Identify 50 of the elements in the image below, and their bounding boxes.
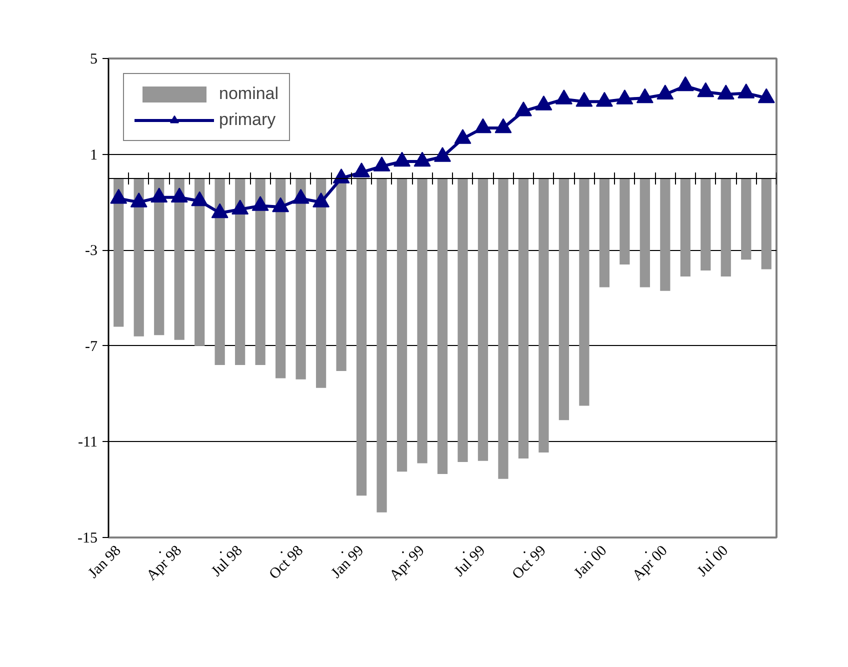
y-tick-label: 1 xyxy=(90,147,98,164)
point xyxy=(656,84,674,100)
point xyxy=(252,196,269,211)
point xyxy=(170,188,188,203)
point xyxy=(110,188,128,204)
point xyxy=(232,200,249,215)
x-tick-label: . xyxy=(576,542,590,557)
point xyxy=(434,146,451,162)
x-tick-label: . xyxy=(394,542,408,557)
point xyxy=(494,118,512,134)
point xyxy=(373,156,390,172)
point xyxy=(514,101,532,116)
legend-label: nominal xyxy=(219,84,279,104)
point xyxy=(535,95,552,110)
point xyxy=(758,88,775,104)
x-tick-label: . xyxy=(697,542,712,557)
x-tick-label: . xyxy=(515,542,530,557)
point xyxy=(414,152,431,167)
y-tick-label: -7 xyxy=(85,338,98,355)
x-tick-label: . xyxy=(332,542,347,557)
point xyxy=(596,92,613,107)
point xyxy=(717,84,734,100)
legend-label: primary xyxy=(219,110,276,130)
point xyxy=(576,92,593,107)
point xyxy=(394,152,411,167)
point xyxy=(191,191,208,206)
y-tick-label: 5 xyxy=(90,52,98,68)
y-tick-label: -3 xyxy=(85,243,98,260)
x-tick-label: . xyxy=(212,542,226,557)
point xyxy=(353,162,370,178)
point xyxy=(454,128,472,144)
point xyxy=(292,188,310,204)
x-tick-label: . xyxy=(636,542,651,557)
point xyxy=(474,118,492,134)
point xyxy=(636,88,654,104)
point xyxy=(332,168,350,184)
x-tick-label: . xyxy=(150,542,165,557)
point xyxy=(555,89,572,104)
point xyxy=(616,89,634,104)
point xyxy=(272,197,290,212)
point xyxy=(738,83,755,98)
point xyxy=(130,192,148,208)
point xyxy=(697,82,714,98)
x-tick-label: . xyxy=(454,542,468,557)
x-tick-label: . xyxy=(272,542,286,557)
y-tick-label: -11 xyxy=(78,434,98,451)
point xyxy=(312,192,330,208)
point xyxy=(150,188,168,203)
point xyxy=(676,76,694,92)
point xyxy=(211,203,228,218)
